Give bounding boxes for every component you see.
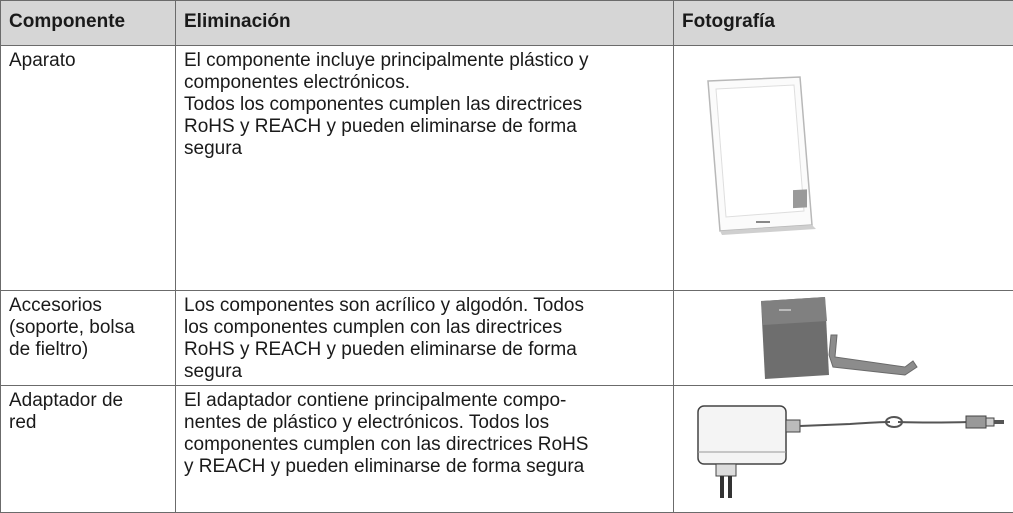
cell-text: (soporte, bolsa: [9, 317, 135, 338]
header-text: Fotografía: [682, 11, 775, 32]
cell-text: RoHS y REACH y pueden eliminarse de form…: [184, 339, 577, 360]
table-cell: Accesorios (soporte, bolsa de fieltro): [0, 290, 176, 386]
header-text: Componente: [9, 11, 126, 32]
table-cell: El adaptador contiene principalmente com…: [175, 385, 674, 513]
cell-text: RoHS y REACH y pueden eliminarse de form…: [184, 116, 577, 137]
cell-text: componentes electrónicos.: [184, 72, 411, 93]
cell-text: Aparato: [9, 50, 76, 71]
cell-text: red: [9, 412, 37, 433]
header-text: Eliminación: [184, 11, 291, 32]
header-cell: Componente: [0, 0, 176, 46]
cell-text: El adaptador contiene principalmente com…: [184, 390, 567, 411]
cell-text: Accesorios: [9, 295, 102, 316]
cell-text: componentes cumplen con las directrices …: [184, 434, 589, 455]
cell-text: segura: [184, 361, 243, 382]
header-cell: Fotografía: [673, 0, 1013, 46]
cell-text: segura: [184, 138, 243, 159]
cell-text: de fieltro): [9, 339, 89, 360]
cell-text: Los componentes son acrílico y algodón. …: [184, 295, 584, 316]
cell-text: los componentes cumplen con las directri…: [184, 317, 563, 338]
table-cell: Adaptador de red: [0, 385, 176, 513]
cell-text: y REACH y pueden eliminarse de forma seg…: [184, 456, 585, 477]
cell-text: nentes de plástico y electrónicos. Todos…: [184, 412, 550, 433]
photo-adapter: [697, 405, 1004, 498]
table-cell: Los componentes son acrílico y algodón. …: [175, 290, 674, 386]
table-cell: El componente incluye principalmente plá…: [175, 45, 674, 291]
photo-accessories: [761, 297, 918, 379]
header-cell: Eliminación: [175, 0, 674, 46]
table-cell: Aparato: [0, 45, 176, 291]
cell-text: Todos los componentes cumplen las direct…: [184, 94, 583, 115]
cell-text: Adaptador de: [9, 390, 124, 411]
photo-device: [707, 76, 816, 235]
cell-text: El componente incluye principalmente plá…: [184, 50, 589, 71]
